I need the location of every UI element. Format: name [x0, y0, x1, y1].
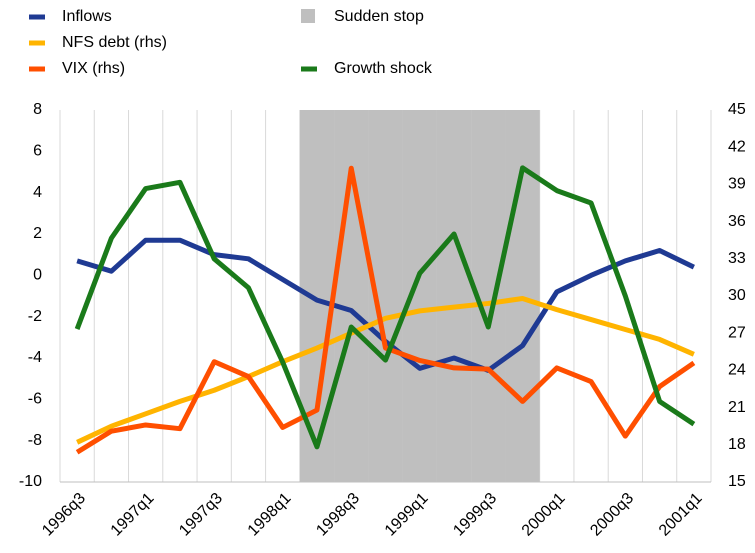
- legend-label: Growth shock: [334, 60, 433, 77]
- y2-tick-label: 42: [728, 138, 746, 155]
- legend-label: VIX (rhs): [62, 60, 125, 77]
- x-tick-label: 2000q3: [587, 490, 637, 540]
- legend-label: NFS debt (rhs): [62, 34, 167, 51]
- y-tick-label: 0: [33, 267, 42, 284]
- x-tick-label: 1998q3: [313, 490, 363, 540]
- shaded-span: [436, 110, 472, 482]
- y-tick-label: -2: [28, 308, 42, 325]
- y2-tick-label: 36: [728, 213, 746, 230]
- y-tick-label: -10: [19, 473, 42, 490]
- y2-tick-label: 15: [728, 473, 746, 490]
- x-tick-label: 1997q1: [108, 490, 158, 540]
- y2-tick-label: 33: [728, 250, 746, 267]
- y2-tick-label: 30: [728, 287, 746, 304]
- y2-tick-label: 18: [728, 436, 746, 453]
- line-series: [75, 165, 696, 455]
- y-tick-label: -6: [28, 391, 42, 408]
- y2-tick-label: 24: [728, 362, 746, 379]
- y2-tick-label: 21: [728, 399, 746, 416]
- line-series: [74, 165, 696, 450]
- legend-label: Sudden stop: [334, 8, 424, 25]
- shaded-span: [402, 110, 437, 482]
- x-tick-label: 2001q1: [656, 490, 706, 540]
- y-tick-label: -4: [28, 349, 42, 366]
- legend-label: Inflows: [62, 8, 112, 25]
- x-tick-label: 1999q3: [450, 490, 500, 540]
- x-tick-label: 1998q1: [245, 490, 295, 540]
- y-tick-label: 8: [33, 101, 42, 118]
- x-tick-label: 2000q1: [519, 490, 569, 540]
- y-tick-label: 2: [33, 225, 42, 242]
- x-tick-label: 1997q3: [176, 490, 226, 540]
- y-tick-label: -8: [28, 432, 42, 449]
- line-series: [76, 295, 695, 445]
- y2-tick-label: 39: [728, 176, 746, 193]
- y2-tick-label: 27: [728, 324, 746, 341]
- x-tick-label: 1999q1: [382, 490, 432, 540]
- y-tick-label: 6: [33, 143, 42, 160]
- areas: [299, 110, 540, 482]
- shaded-span: [299, 110, 335, 482]
- y-tick-label: 4: [33, 184, 42, 201]
- x-tick-label: 1996q3: [39, 490, 89, 540]
- y2-tick-label: 45: [728, 101, 746, 118]
- legend-swatch: [301, 9, 315, 23]
